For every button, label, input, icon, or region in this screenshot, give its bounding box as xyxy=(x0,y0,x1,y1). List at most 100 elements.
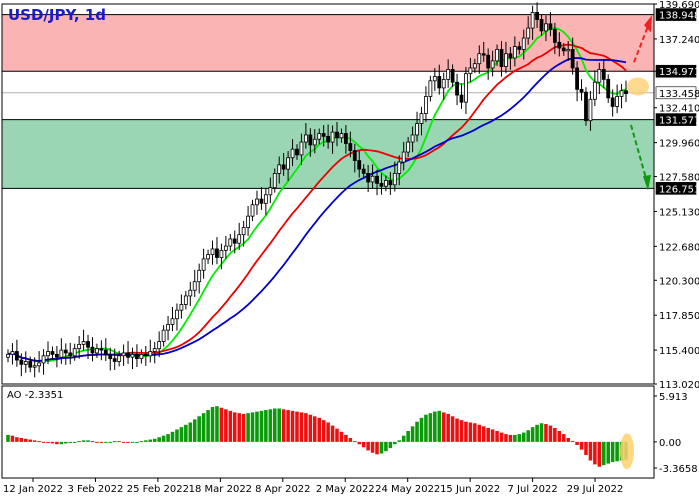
ao-bar xyxy=(126,441,130,443)
ao-bar xyxy=(286,410,290,442)
ao-bar xyxy=(553,427,557,442)
highlight-marker xyxy=(627,77,649,96)
ao-tick-label: -3.3658 xyxy=(659,464,698,475)
level-tag-label: 131.577 xyxy=(659,116,699,127)
ao-bar xyxy=(86,440,90,442)
price-tick-label: 129.960 xyxy=(659,139,699,150)
ao-bar xyxy=(157,437,161,442)
ao-bar xyxy=(446,413,450,442)
ao-bar xyxy=(486,427,490,442)
candle-body xyxy=(223,245,228,251)
date-tick-label: 12 Jan 2022 xyxy=(3,484,63,495)
ao-bar xyxy=(339,431,344,442)
ao-bar xyxy=(50,441,55,444)
candle-body xyxy=(50,351,55,355)
ao-bar xyxy=(601,441,606,466)
candle-body xyxy=(219,249,224,258)
ao-bar xyxy=(384,441,388,452)
candle-body xyxy=(99,348,104,351)
candle-body xyxy=(424,96,428,114)
candle-body xyxy=(286,157,291,170)
candle-body xyxy=(86,341,90,348)
candle-body xyxy=(526,27,531,39)
ao-bar xyxy=(370,441,375,453)
candle-body xyxy=(539,19,544,32)
ao-bar xyxy=(490,429,495,442)
candle-body xyxy=(397,161,402,174)
ao-bar xyxy=(535,424,539,442)
forecast-annotations xyxy=(627,15,652,191)
price-tick-label: 125.130 xyxy=(659,207,699,218)
candle-body xyxy=(46,351,50,357)
ao-bar xyxy=(579,441,584,450)
candle-body xyxy=(130,353,135,358)
candle-body xyxy=(192,281,197,291)
ao-bar xyxy=(388,441,393,449)
candle-body xyxy=(370,175,375,183)
ao-bar xyxy=(615,441,619,462)
ao-bar xyxy=(357,441,362,445)
ao-bar xyxy=(197,416,201,442)
candle-body xyxy=(406,141,411,153)
ao-label: AO -2.3351 xyxy=(7,390,63,401)
candle-body xyxy=(392,173,397,186)
candle-body xyxy=(504,53,508,67)
candle-body xyxy=(295,148,299,156)
candle-body xyxy=(597,68,602,83)
candle-body xyxy=(384,180,388,187)
ao-bar xyxy=(584,441,588,456)
date-tick-label: 2 May 2022 xyxy=(316,484,375,495)
ao-bar xyxy=(348,438,353,442)
candle-body xyxy=(259,198,264,204)
ao-bar xyxy=(415,421,419,442)
ao-bar xyxy=(495,431,499,442)
date-tick-label: 24 May 2022 xyxy=(375,484,440,495)
ao-bar xyxy=(175,429,179,442)
candle-body xyxy=(19,359,24,365)
candle-body xyxy=(281,164,286,170)
ao-bar xyxy=(464,421,468,442)
ao-bar xyxy=(81,440,86,442)
candle-body xyxy=(477,53,482,65)
ao-bar xyxy=(237,413,241,442)
ao-bar xyxy=(55,441,59,445)
level-tag-label: 138.948 xyxy=(659,11,699,22)
ao-bar xyxy=(255,411,259,442)
candlesticks xyxy=(6,2,628,378)
candle-body xyxy=(14,351,19,361)
ao-bar xyxy=(539,423,544,442)
ao-bar xyxy=(561,434,566,442)
candle-body xyxy=(361,168,366,174)
ao-bar xyxy=(215,406,219,442)
candle-body xyxy=(348,143,353,152)
candle-body xyxy=(357,160,362,170)
ao-bar xyxy=(593,441,597,465)
ao-bar xyxy=(90,441,95,443)
ao-bar xyxy=(264,410,268,442)
ao-bar xyxy=(353,441,357,443)
candle-body xyxy=(10,351,15,355)
ao-bar xyxy=(250,412,255,442)
ao-bar xyxy=(64,441,68,444)
ao-bar xyxy=(428,413,433,442)
ao-bar xyxy=(32,440,37,442)
candle-body xyxy=(521,37,526,50)
candle-body xyxy=(517,46,522,50)
candle-body xyxy=(228,238,233,247)
price-tick-label: 115.400 xyxy=(659,346,699,357)
candle-body xyxy=(419,113,424,124)
candle-body xyxy=(455,81,459,96)
ao-highlight-marker xyxy=(620,433,634,470)
ao-bar xyxy=(401,435,406,442)
candle-body xyxy=(148,351,153,357)
candle-body xyxy=(544,23,548,32)
candle-body xyxy=(250,204,255,217)
candle-body xyxy=(459,94,464,103)
ao-bar xyxy=(450,416,455,442)
level-tag xyxy=(655,86,697,100)
ao-bar xyxy=(597,441,602,467)
ao-bar xyxy=(361,441,366,448)
ao-bar xyxy=(130,441,135,443)
candle-body xyxy=(201,258,206,271)
level-tag-label: 126.751 xyxy=(659,184,699,195)
